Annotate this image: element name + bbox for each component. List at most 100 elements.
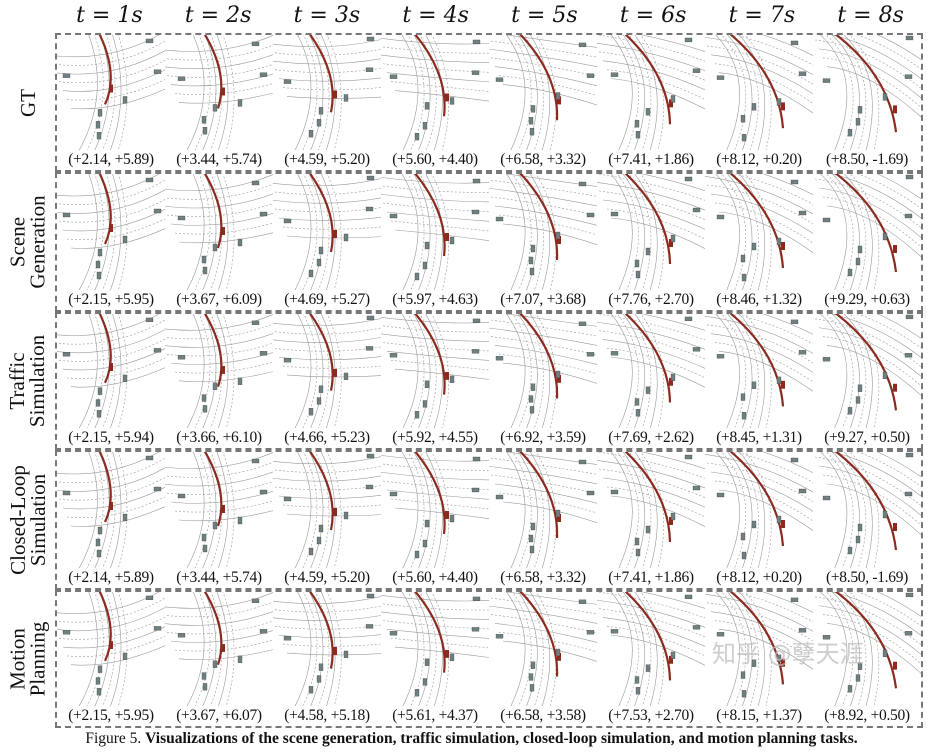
lane-line	[294, 452, 312, 568]
agent-vehicle	[414, 550, 420, 559]
lane-line	[640, 174, 664, 290]
ego-vehicle	[557, 236, 561, 244]
lane-line	[165, 323, 273, 340]
scene-map	[705, 452, 813, 568]
lane-line	[294, 35, 312, 150]
agent-vehicle	[847, 268, 853, 277]
ego-coordinate: (+5.60, +4.40)	[392, 569, 478, 586]
ego-vehicle	[333, 230, 337, 238]
scene-panel: (+8.92, +0.50)	[813, 592, 921, 726]
lane-line	[826, 483, 921, 536]
lane-line	[110, 35, 122, 150]
scene-panel: (+8.50, -1.69)	[813, 35, 921, 170]
lane-line	[381, 455, 489, 462]
lane-line	[382, 342, 489, 352]
lane-line	[165, 471, 273, 487]
agent-vehicle	[716, 492, 725, 498]
lane-line	[273, 456, 381, 465]
agent-vehicle	[237, 516, 243, 525]
agent-vehicle	[259, 351, 268, 356]
agent-vehicle	[822, 217, 831, 223]
lane-line	[202, 452, 217, 568]
lane-line	[390, 220, 489, 232]
agent-vehicle	[471, 349, 480, 354]
scene-panel: (+7.53, +2.70)	[597, 592, 705, 726]
agent-vehicle	[741, 412, 747, 420]
lane-line	[715, 592, 740, 706]
agent-vehicle	[424, 241, 430, 250]
agent-vehicle	[855, 257, 861, 266]
lane-line	[381, 463, 489, 471]
lane-line	[506, 174, 526, 290]
agent-vehicle	[424, 658, 430, 666]
scene-map	[381, 592, 489, 706]
agent-vehicle	[822, 78, 831, 83]
lane-line	[831, 452, 860, 568]
lane-line	[518, 314, 538, 428]
lane-line	[718, 489, 813, 532]
lane-line	[102, 174, 116, 290]
lane-line	[419, 174, 437, 290]
lane-line	[529, 35, 551, 150]
lane-line	[320, 592, 336, 706]
lane-line	[216, 592, 229, 706]
agent-vehicle	[790, 597, 799, 602]
agent-vehicle	[422, 539, 428, 548]
agent-vehicle	[904, 213, 913, 219]
ego-vehicle	[669, 377, 673, 386]
lane-line	[818, 48, 921, 99]
row-4: (+2.15, +5.95) (+3.67, +6.07) (+4.58, +5.1…	[55, 590, 923, 728]
lane-line	[390, 498, 489, 510]
agent-vehicle	[424, 380, 430, 388]
agent-vehicle	[905, 35, 914, 41]
agent-vehicle	[96, 271, 102, 280]
lane-line	[57, 319, 165, 345]
ego-vehicle	[445, 371, 449, 380]
agent-vehicle	[684, 316, 693, 322]
ego-vehicle	[781, 658, 785, 667]
lane-line	[70, 506, 165, 527]
time-label: t = 8s	[837, 3, 904, 28]
scene-panel: (+7.41, +1.86)	[597, 35, 705, 170]
lane-line	[506, 452, 526, 568]
lane-line	[733, 592, 759, 706]
lane-line	[381, 611, 489, 620]
agent-vehicle	[857, 106, 863, 114]
scene-map	[165, 592, 273, 706]
lane-line	[274, 485, 381, 491]
agent-vehicle	[201, 394, 207, 402]
agent-vehicle	[389, 74, 398, 79]
ego-trajectory	[834, 174, 898, 273]
lane-line	[502, 84, 597, 106]
lane-line	[849, 314, 880, 428]
scene-panel: (+3.44, +5.74)	[165, 452, 273, 588]
agent-vehicle	[424, 102, 430, 110]
agent-vehicle	[212, 243, 218, 252]
lane-line	[727, 452, 753, 568]
ego-trajectory	[203, 452, 223, 527]
lane-line	[165, 601, 273, 618]
agent-vehicle	[634, 676, 640, 684]
lane-line	[381, 333, 489, 342]
row-label-text: Scene Generation	[5, 195, 50, 289]
agent-vehicle	[741, 551, 747, 560]
scene-panel: (+8.12, +0.20)	[705, 35, 813, 170]
lane-line	[518, 452, 538, 568]
lane-line	[57, 179, 165, 205]
agent-vehicle	[776, 98, 782, 106]
ego-coordinate: (+7.41, +1.86)	[608, 569, 694, 586]
watermark: 知乎 @孽天涯	[712, 640, 864, 668]
lane-line	[174, 83, 273, 95]
lane-line	[727, 592, 753, 706]
lane-line	[597, 35, 705, 62]
lane-line	[597, 174, 705, 201]
lane-line	[274, 207, 381, 213]
ego-coordinate: (+8.50, -1.69)	[825, 569, 909, 586]
lane-line	[721, 35, 747, 150]
lane-line	[602, 339, 705, 369]
lane-line	[381, 46, 489, 54]
ego-trajectory	[98, 452, 112, 523]
lane-line	[641, 174, 705, 191]
agent-vehicle	[414, 132, 420, 141]
lane-line	[62, 208, 165, 232]
